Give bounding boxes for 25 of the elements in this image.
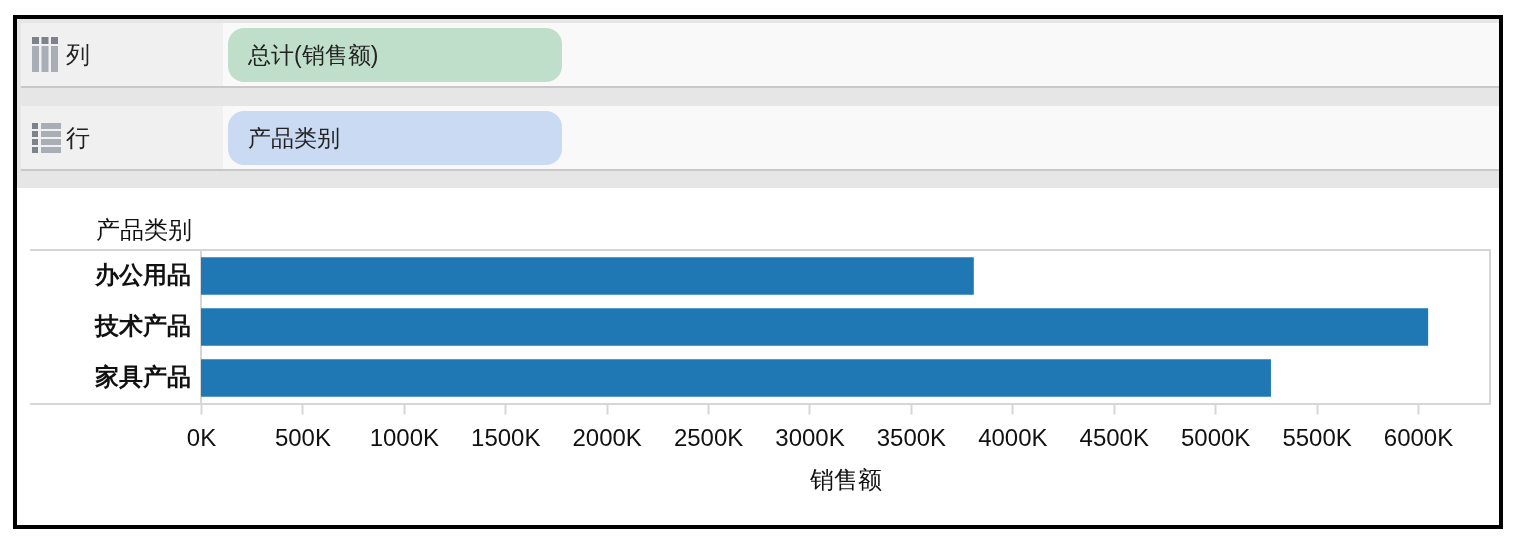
- x-tick-label: 5000K: [1180, 423, 1251, 451]
- x-tick-label: 4500K: [1079, 423, 1149, 451]
- y-tick-label: 办公用品: [93, 261, 191, 289]
- field-pill: 总计(销售额): [228, 28, 562, 82]
- y-tick-label: 家具产品: [93, 362, 191, 390]
- bar: [201, 308, 1429, 346]
- x-tick-label: 500K: [274, 423, 331, 451]
- x-tick-label: 6000K: [1383, 423, 1454, 451]
- x-tick-label: 5500K: [1282, 423, 1352, 451]
- x-tick-label: 2500K: [673, 423, 744, 451]
- bar: [201, 257, 974, 295]
- x-tick-label: 3000K: [775, 423, 845, 451]
- x-tick-label: 2000K: [572, 423, 642, 451]
- x-tick-label: 1500K: [471, 423, 541, 451]
- text: 列: [66, 40, 90, 70]
- x-axis-title: 销售额: [809, 465, 882, 493]
- x-tick-label: 1000K: [369, 423, 440, 451]
- bar: [201, 359, 1271, 397]
- text: 行: [66, 123, 90, 153]
- x-tick-label: 4000K: [978, 423, 1048, 451]
- field-pill: 产品类别: [228, 111, 562, 165]
- y-axis-title: 产品类别: [95, 215, 192, 243]
- x-tick-label: 0K: [186, 423, 217, 451]
- y-tick-label: 技术产品: [93, 312, 191, 339]
- x-tick-label: 3500K: [876, 423, 947, 451]
